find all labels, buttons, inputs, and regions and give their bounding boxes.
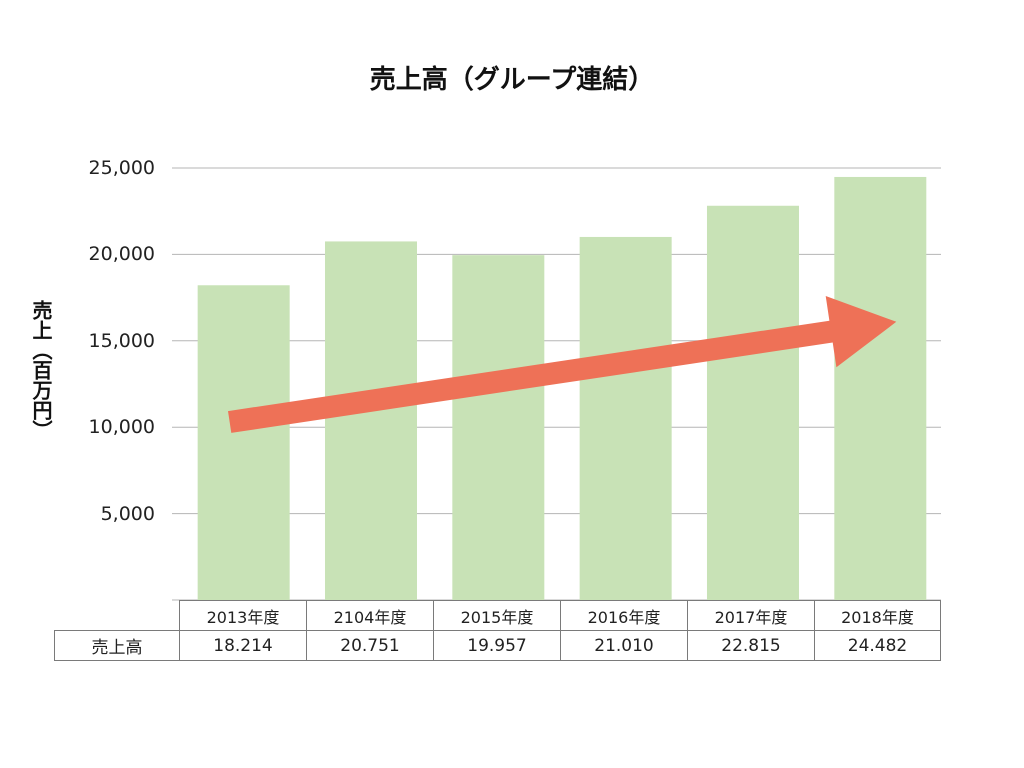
trend-arrow-group	[228, 296, 897, 433]
table-category-cell: 2104年度	[306, 600, 434, 631]
table-value-cell: 20.751	[306, 630, 434, 661]
bar-2018年度	[834, 176, 927, 600]
table-category-cell: 2018年度	[814, 600, 941, 631]
table-value-cell: 22.815	[687, 630, 815, 661]
table-row-label: 売上高	[54, 630, 180, 661]
y-tick-label: 25,000	[88, 157, 155, 179]
bar-2013年度	[197, 285, 290, 600]
bar-2017年度	[706, 205, 799, 600]
table-value-cell: 18.214	[179, 630, 307, 661]
data-table: 2013年度 2104年度 2015年度 2016年度 2017年度 2018年…	[54, 600, 941, 661]
trend-arrow	[228, 296, 897, 433]
table-value-cell: 24.482	[814, 630, 941, 661]
y-tick-label: 5,000	[100, 502, 155, 525]
y-tick-label: 15,000	[88, 329, 155, 352]
table-header-row: 2013年度 2104年度 2015年度 2016年度 2017年度 2018年…	[55, 600, 941, 631]
bar-2104年度	[324, 241, 417, 600]
bar-2016年度	[579, 236, 672, 600]
bar-group	[197, 176, 927, 600]
table-value-cell: 21.010	[560, 630, 688, 661]
table-corner-cell	[55, 601, 180, 631]
table-category-cell: 2015年度	[433, 600, 561, 631]
chart-title: 売上高（グループ連結）	[369, 65, 655, 95]
table-category-cell: 2013年度	[179, 600, 307, 631]
bar-2015年度	[452, 255, 545, 600]
table-values-row: 売上高 18.214 20.751 19.957 21.010 22.815 2…	[54, 630, 941, 661]
table-category-cell: 2017年度	[687, 600, 815, 631]
y-tick-label: 20,000	[88, 243, 155, 266]
y-axis-label: 売上（百万円）	[29, 300, 53, 440]
table-category-cell: 2016年度	[560, 600, 688, 631]
table-value-cell: 19.957	[433, 630, 561, 661]
y-tick-label: 10,000	[88, 416, 155, 439]
